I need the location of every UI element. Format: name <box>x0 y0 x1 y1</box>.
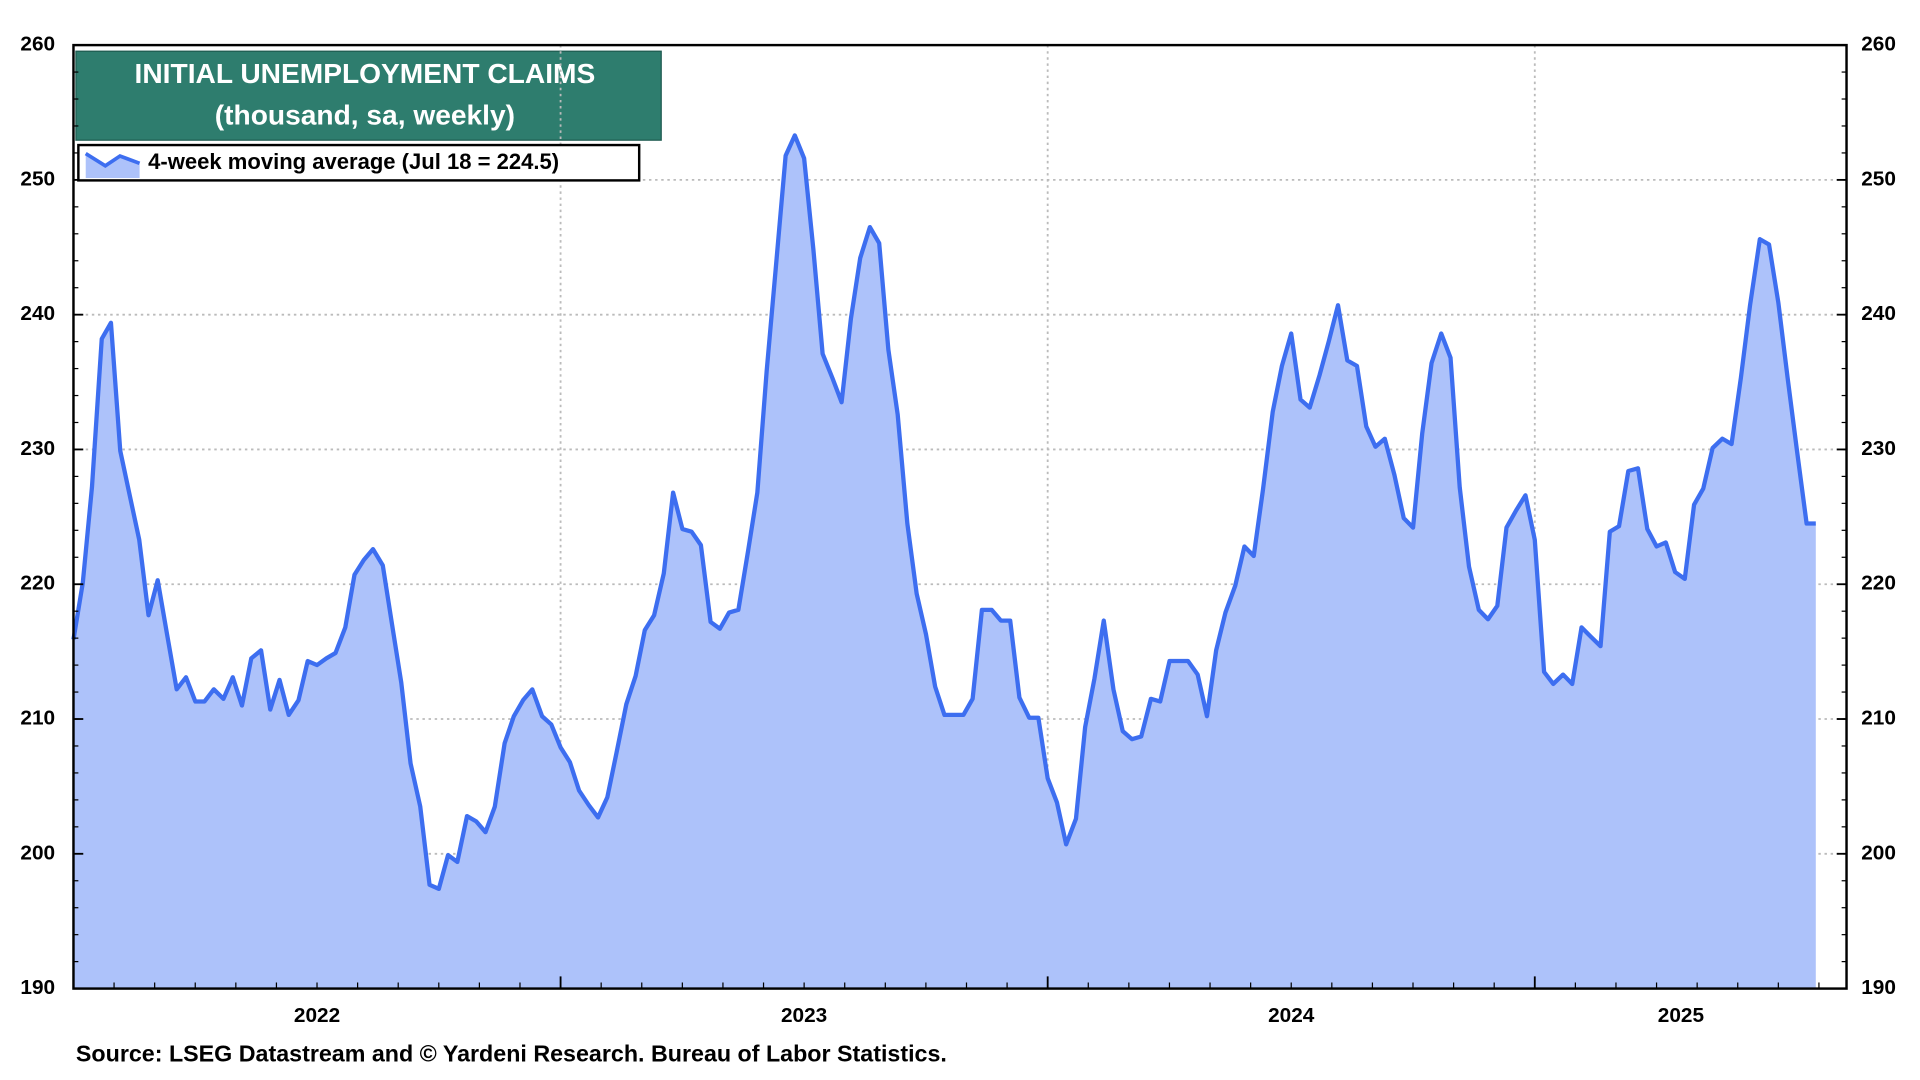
y2-tick-label: 250 <box>1861 167 1896 190</box>
y2-tick-label: 220 <box>1861 572 1896 595</box>
plot-area <box>71 44 1847 990</box>
x-tick-label: 2025 <box>1658 1004 1704 1027</box>
y-tick-label: 230 <box>20 437 55 460</box>
title-box <box>75 50 662 141</box>
legend-box <box>77 143 641 182</box>
legend-label: 4-week moving average (Jul 18 = 224.5) <box>148 149 559 174</box>
y-tick-label: 260 <box>20 33 55 56</box>
y2-tick-label: 190 <box>1861 976 1896 999</box>
y-tick-label: 210 <box>20 707 55 730</box>
legend-swatch-line <box>84 152 141 168</box>
y2-tick-label: 240 <box>1861 302 1896 325</box>
y-tick-label: 190 <box>20 976 55 999</box>
chart-title: INITIAL UNEMPLOYMENT CLAIMS <box>135 58 596 89</box>
y2-tick-label: 230 <box>1861 437 1896 460</box>
y2-tick-label: 260 <box>1861 33 1896 56</box>
area-fill <box>73 135 1816 989</box>
y-tick-label: 200 <box>20 841 55 864</box>
x-tick-label: 2024 <box>1268 1004 1315 1027</box>
source-note: Source: LSEG Datastream and © Yardeni Re… <box>76 1041 947 1067</box>
chart-subtitle: (thousand, sa, weekly) <box>215 99 515 130</box>
x-tick-label: 2023 <box>781 1004 827 1027</box>
x-tick-label: 2022 <box>294 1004 340 1027</box>
y2-tick-label: 210 <box>1861 707 1896 730</box>
y-tick-label: 240 <box>20 302 55 325</box>
y-tick-label: 250 <box>20 167 55 190</box>
series-line <box>71 133 1816 892</box>
y2-tick-label: 200 <box>1861 841 1896 864</box>
y-tick-label: 220 <box>20 572 55 595</box>
plot-frame <box>72 43 1848 990</box>
